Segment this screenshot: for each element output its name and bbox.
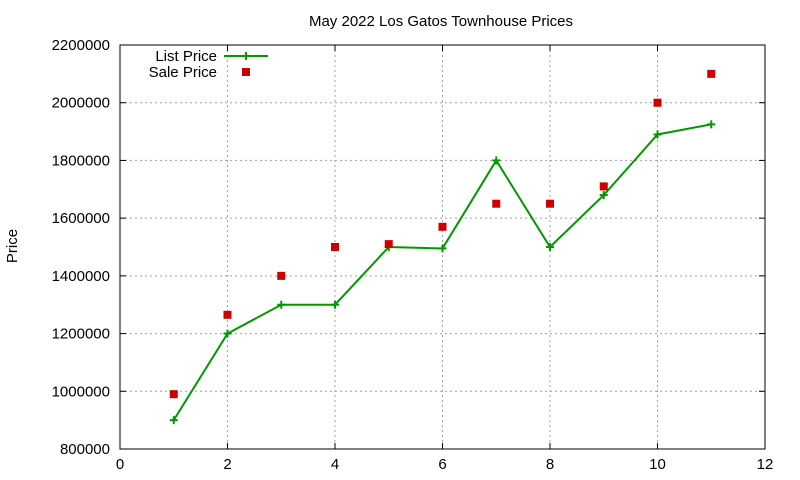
x-tick-label: 6 — [438, 456, 446, 473]
x-tick-label: 12 — [757, 456, 774, 473]
list-price-point — [653, 130, 662, 139]
x-tick-label: 4 — [331, 456, 339, 473]
legend-swatch-list-price — [224, 52, 268, 60]
x-tick-label: 10 — [649, 456, 666, 473]
list-price-point — [169, 416, 178, 425]
sale-price-point — [438, 222, 447, 231]
list-price-point — [331, 300, 339, 309]
x-tick-label: 8 — [546, 456, 554, 473]
legend-label: Sale Price — [149, 64, 217, 81]
y-tick-label: 1600000 — [52, 210, 110, 227]
list-price-point — [277, 300, 286, 309]
sale-price-point — [653, 98, 662, 107]
sale-price-point — [707, 69, 716, 78]
y-tick-label: 800000 — [60, 441, 110, 458]
list-price-point — [492, 156, 501, 165]
sale-price-point — [331, 243, 339, 251]
sale-price-point — [384, 240, 393, 249]
y-tick-label: 1200000 — [52, 326, 110, 343]
list-price-point — [707, 120, 716, 129]
y-tick-label: 1800000 — [52, 152, 110, 169]
chart-title: May 2022 Los Gatos Townhouse Prices — [309, 13, 573, 30]
sale-price-point — [169, 390, 178, 399]
x-tick-label: 0 — [116, 456, 124, 473]
list-price-point — [546, 243, 554, 251]
sale-price-point — [223, 310, 232, 319]
legend-swatch-sale-price — [242, 68, 250, 76]
y-tick-label: 1400000 — [52, 268, 110, 285]
sale-price-point — [277, 271, 286, 280]
legend-label: List Price — [155, 48, 217, 65]
axis-ticks: 0 2 4 6 8 10 12 800000 1000000 1200000 1400000 1600… — [52, 37, 774, 473]
sale-price-point — [599, 182, 608, 191]
list-price-point — [223, 329, 232, 338]
series-layer — [169, 69, 716, 425]
sale-price-point — [492, 199, 501, 208]
list-price-point — [599, 191, 608, 200]
y-tick-label: 2200000 — [52, 37, 110, 54]
sale-price-point — [546, 199, 554, 208]
y-axis-label: Price — [4, 229, 21, 263]
list-price-point — [438, 244, 447, 253]
y-tick-label: 1000000 — [52, 383, 110, 400]
x-tick-label: 2 — [223, 456, 231, 473]
y-tick-label: 2000000 — [52, 95, 110, 112]
